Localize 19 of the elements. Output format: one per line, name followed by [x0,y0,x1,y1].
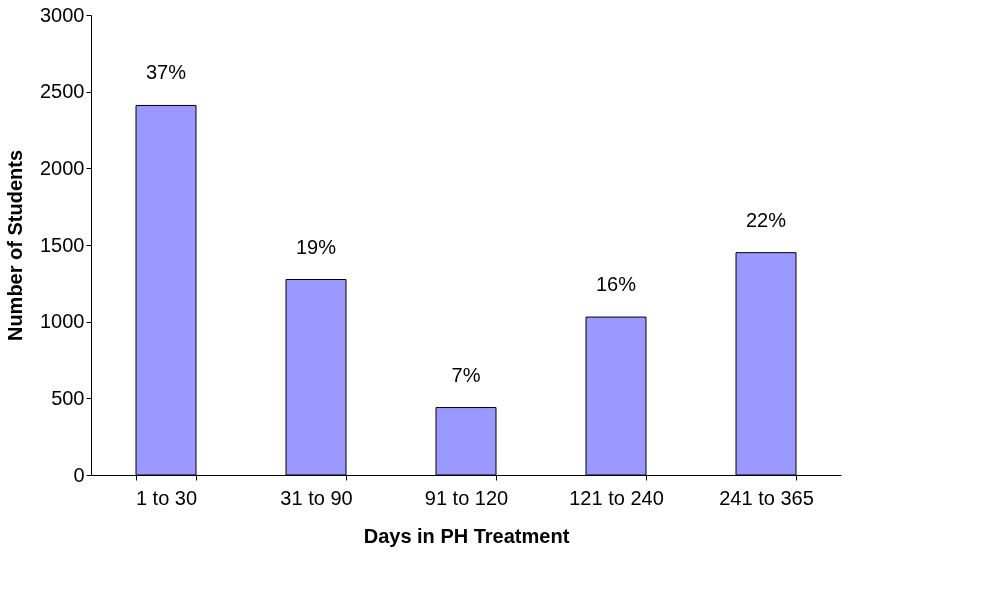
x-tick-label: 241 to 365 [719,486,814,509]
y-tick-label: 2500 [40,80,85,103]
x-tick-label: 121 to 240 [569,486,664,509]
y-tick-label: 0 [73,463,85,486]
x-tick-label: 91 to 120 [424,486,509,509]
annotation: 19% [295,235,337,258]
annotation: 16% [595,273,637,296]
y-tick-label: 1000 [40,310,85,333]
x-tick-label: 1 to 30 [135,486,198,509]
x-axis-title: Days in PH Treatment [363,524,570,547]
y-tick-label: 2000 [40,156,85,179]
y-axis-title: Number of Students [4,149,27,342]
annotation: 7% [451,363,481,386]
annotation: 37% [145,61,187,84]
y-tick-label: 500 [51,386,85,409]
y-tick-label: 3000 [40,3,85,26]
x-tick-label: 31 to 90 [280,486,353,509]
annotation: 22% [745,208,787,231]
y-tick-label: 1500 [40,233,85,256]
